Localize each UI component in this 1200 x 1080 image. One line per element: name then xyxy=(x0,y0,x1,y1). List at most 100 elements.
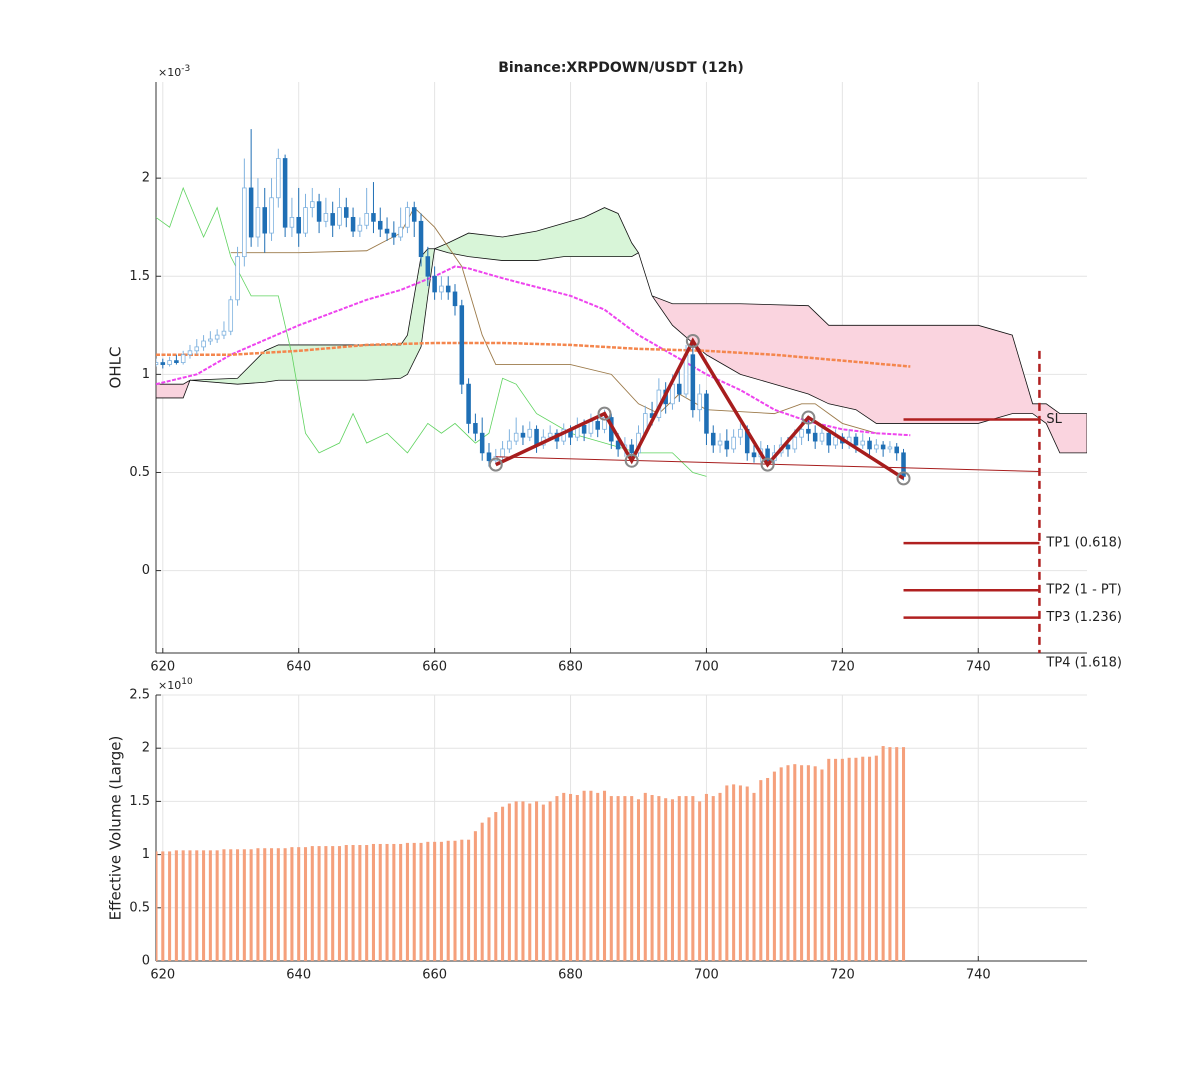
candle-body xyxy=(527,428,533,438)
candle-body xyxy=(704,393,709,434)
volume-bar xyxy=(888,747,892,961)
candle-body xyxy=(357,224,363,232)
x-tick-label: 700 xyxy=(694,968,719,983)
candle-body xyxy=(479,432,485,454)
candle-body xyxy=(330,213,335,226)
x-tick-label: 660 xyxy=(422,968,447,983)
volume-bar xyxy=(664,798,668,961)
volume-bar xyxy=(242,849,246,961)
level-label: TP2 (1 - PT) xyxy=(1045,583,1121,598)
multiplier-base: ×10 xyxy=(158,679,181,692)
volume-bar xyxy=(704,793,708,961)
multiplier-exp: -3 xyxy=(181,64,190,74)
volume-bar xyxy=(480,822,484,961)
volume-bar xyxy=(806,765,810,961)
level-label: TP3 (1.236) xyxy=(1045,610,1122,625)
volume-bar xyxy=(351,845,355,961)
candle-body xyxy=(384,228,390,234)
x-tick-label: 740 xyxy=(966,660,991,675)
volume-bar xyxy=(236,849,240,961)
volume-bar xyxy=(820,769,824,961)
y-tick-label: 1.5 xyxy=(129,794,150,809)
candle-body xyxy=(853,436,859,446)
candle-body xyxy=(819,432,825,442)
volume-bar xyxy=(589,790,593,961)
multiplier-exp: 10 xyxy=(181,677,193,687)
candle-body xyxy=(799,428,804,438)
volume-bar xyxy=(202,850,206,961)
volume-bar xyxy=(834,758,838,961)
volume-bar xyxy=(840,758,844,961)
volume-bar xyxy=(643,792,647,961)
candle-body xyxy=(323,213,329,222)
cloud xyxy=(156,379,191,399)
x-tick-label: 680 xyxy=(558,968,583,983)
x-tick-label: 720 xyxy=(830,968,855,983)
pattern-point xyxy=(760,457,775,472)
pattern-point xyxy=(801,410,816,425)
chart-title: Binance:XRPDOWN/USDT (12h) xyxy=(498,60,744,76)
candle-body xyxy=(513,432,519,442)
candle-body xyxy=(439,285,444,293)
volume-bar xyxy=(813,766,817,961)
volume-bar xyxy=(195,850,199,961)
candle-body xyxy=(534,428,539,446)
x-tick-label: 740 xyxy=(966,968,991,983)
volume-bar xyxy=(738,785,742,961)
volume-bar xyxy=(670,799,674,961)
y-tick-label: 0 xyxy=(142,563,150,578)
volume-bar xyxy=(290,847,294,961)
candle-body xyxy=(303,207,308,234)
volume-bar xyxy=(446,840,450,961)
volume-bar xyxy=(636,799,641,961)
volume-bar xyxy=(310,846,314,961)
volume-bar xyxy=(541,804,545,961)
x-tick-label: 720 xyxy=(830,660,855,675)
candle-body xyxy=(418,220,424,258)
volume-bar xyxy=(276,848,280,961)
x-tick-label: 640 xyxy=(286,968,311,983)
volume-bar xyxy=(650,795,654,961)
candle-body xyxy=(364,213,369,226)
candle-body xyxy=(262,207,267,234)
volume-bar xyxy=(181,850,185,961)
volume-bar xyxy=(861,756,865,961)
volume-bar xyxy=(827,758,831,961)
candle-body xyxy=(208,338,213,342)
volume-bar xyxy=(793,764,797,961)
volume-bar xyxy=(766,777,770,961)
volume-bar xyxy=(711,796,715,961)
candle-body xyxy=(792,436,798,450)
y-axis-label: Effective Volume (Large) xyxy=(107,736,125,921)
candle-body xyxy=(228,299,234,332)
candle-body xyxy=(452,291,458,307)
volume-bar xyxy=(156,851,158,961)
volume-bar xyxy=(487,817,491,961)
volume-bar xyxy=(208,850,212,961)
candle-body xyxy=(180,354,186,363)
candle-body xyxy=(167,360,172,365)
candle-body xyxy=(221,330,227,336)
candle-body xyxy=(248,187,254,238)
volume-bar xyxy=(772,771,776,961)
volume-bar xyxy=(881,746,885,961)
volume-bar xyxy=(378,843,382,961)
volume-bar xyxy=(677,796,681,961)
candle-body xyxy=(629,444,634,454)
volume-bar xyxy=(256,848,260,961)
volume-bar xyxy=(786,765,790,961)
candle-body xyxy=(405,207,410,228)
volume-bar xyxy=(317,846,321,961)
candle-body xyxy=(697,393,702,411)
volume-bar xyxy=(732,784,736,961)
volume-bar xyxy=(847,757,851,961)
volume-bar xyxy=(528,803,532,961)
volume-bar xyxy=(895,747,899,961)
volume-bar xyxy=(473,831,477,961)
volume-bar xyxy=(324,846,328,961)
volume-bar xyxy=(718,792,722,961)
pattern-point xyxy=(488,457,503,472)
volume-bar xyxy=(168,851,172,961)
candle-body xyxy=(880,444,886,450)
x-tick-label: 660 xyxy=(422,660,447,675)
